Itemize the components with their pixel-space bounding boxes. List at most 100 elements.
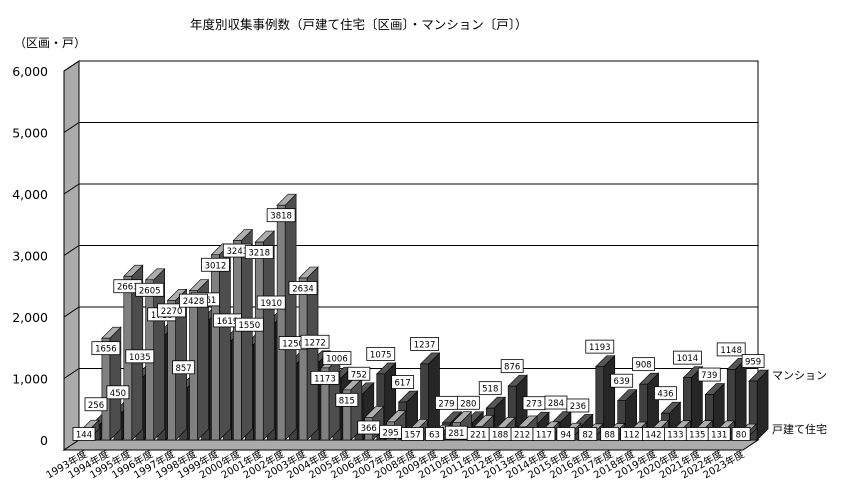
svg-text:117: 117 (536, 431, 552, 441)
data-label: 1035 (125, 349, 155, 364)
chart-title: 年度別収集事例数（戸建て住宅〔区画〕・マンション〔戸〕） (190, 17, 528, 32)
data-label: 857 (172, 360, 196, 375)
svg-text:144: 144 (76, 431, 92, 441)
data-label: 1075 (366, 346, 396, 361)
chart-data-labels: 2564501035171885719611619155019101250127… (72, 208, 765, 441)
data-label: 256 (84, 397, 108, 412)
svg-text:1910: 1910 (260, 299, 282, 309)
svg-text:1075: 1075 (370, 350, 392, 360)
data-label: 1272 (300, 334, 330, 349)
svg-text:752: 752 (351, 370, 367, 380)
svg-text:279: 279 (438, 399, 454, 409)
data-label: 295 (379, 424, 403, 439)
bar-マンション (507, 374, 528, 441)
bar-戸建て住宅 (276, 193, 297, 441)
data-label: 157 (401, 427, 424, 441)
svg-text:1237: 1237 (414, 340, 436, 350)
data-label: 117 (532, 427, 556, 441)
bar-マンション (726, 357, 747, 441)
svg-text:1619: 1619 (217, 317, 239, 327)
floor (62, 439, 760, 451)
data-label: 876 (500, 359, 524, 374)
svg-text:1006: 1006 (326, 355, 348, 365)
svg-text:815: 815 (339, 396, 355, 406)
data-label: 1656 (91, 341, 121, 356)
data-label: 280 (456, 395, 480, 410)
bar-戸建て住宅 (298, 266, 319, 441)
y-axis-label: （区画・戸） (14, 36, 87, 50)
data-label: 1193 (585, 339, 615, 354)
svg-text:88: 88 (604, 431, 615, 441)
data-label: 739 (697, 367, 721, 382)
data-label: 82 (578, 427, 598, 441)
data-label: 88 (600, 427, 620, 441)
svg-text:236: 236 (570, 402, 586, 412)
legend-item-mansion: マンション (772, 369, 827, 382)
data-label: 518 (478, 381, 502, 396)
svg-text:366: 366 (361, 424, 377, 434)
data-label: 281 (444, 425, 468, 440)
svg-text:221: 221 (470, 431, 486, 441)
svg-text:273: 273 (526, 400, 542, 410)
gridline-side (63, 60, 80, 72)
svg-text:82: 82 (582, 431, 593, 441)
svg-text:1272: 1272 (304, 338, 326, 348)
data-label: 3243 (222, 243, 252, 258)
data-label: 94 (556, 427, 576, 441)
data-label: 3218 (244, 245, 274, 259)
svg-text:157: 157 (404, 431, 420, 441)
y-tick-label: 0 (40, 433, 48, 448)
svg-text:63: 63 (429, 431, 440, 441)
svg-text:2605: 2605 (139, 286, 161, 296)
svg-text:1550: 1550 (239, 321, 261, 331)
svg-text:2270: 2270 (161, 307, 183, 317)
svg-text:1035: 1035 (129, 353, 151, 363)
svg-text:3243: 3243 (227, 247, 249, 257)
data-label: 142 (642, 427, 665, 441)
data-label: 273 (522, 396, 546, 411)
svg-text:739: 739 (701, 371, 717, 381)
svg-text:1173: 1173 (314, 374, 336, 384)
data-label: 144 (72, 427, 96, 441)
left-wall (63, 60, 80, 451)
data-label: 1550 (234, 317, 264, 332)
gridline-side (63, 183, 80, 195)
svg-text:857: 857 (175, 364, 191, 374)
svg-text:80: 80 (736, 431, 747, 441)
y-tick-label: 4,000 (12, 187, 48, 202)
y-tick-label: 1,000 (12, 372, 48, 387)
data-label: 2270 (157, 303, 187, 318)
svg-text:112: 112 (623, 431, 639, 441)
svg-text:2663: 2663 (117, 283, 139, 293)
data-label: 752 (347, 366, 371, 381)
svg-text:436: 436 (657, 390, 673, 400)
data-label: 815 (335, 392, 359, 407)
data-label: 3012 (201, 257, 230, 272)
data-label: 279 (435, 395, 458, 410)
svg-text:133: 133 (667, 431, 683, 441)
data-label: 1173 (310, 370, 340, 385)
svg-text:1656: 1656 (95, 345, 117, 355)
data-label: 617 (391, 375, 415, 389)
data-label: 3818 (266, 208, 296, 223)
svg-text:3218: 3218 (248, 249, 270, 259)
svg-text:295: 295 (383, 428, 399, 438)
svg-text:3818: 3818 (270, 212, 292, 222)
bar-戸建て住宅 (232, 228, 254, 441)
data-label: 1006 (322, 351, 352, 366)
data-label: 1014 (672, 350, 702, 365)
data-label: 188 (488, 427, 512, 441)
data-label: 212 (510, 427, 534, 441)
y-tick-label: 5,000 (12, 126, 48, 141)
data-label: 2428 (179, 293, 208, 308)
data-label: 450 (106, 385, 130, 400)
data-label: 133 (663, 427, 687, 441)
data-label: 112 (620, 427, 643, 441)
svg-text:135: 135 (689, 431, 705, 441)
svg-text:280: 280 (460, 399, 476, 409)
bar-マンション (682, 365, 704, 441)
svg-text:256: 256 (88, 401, 104, 411)
data-label: 1619 (213, 313, 242, 328)
